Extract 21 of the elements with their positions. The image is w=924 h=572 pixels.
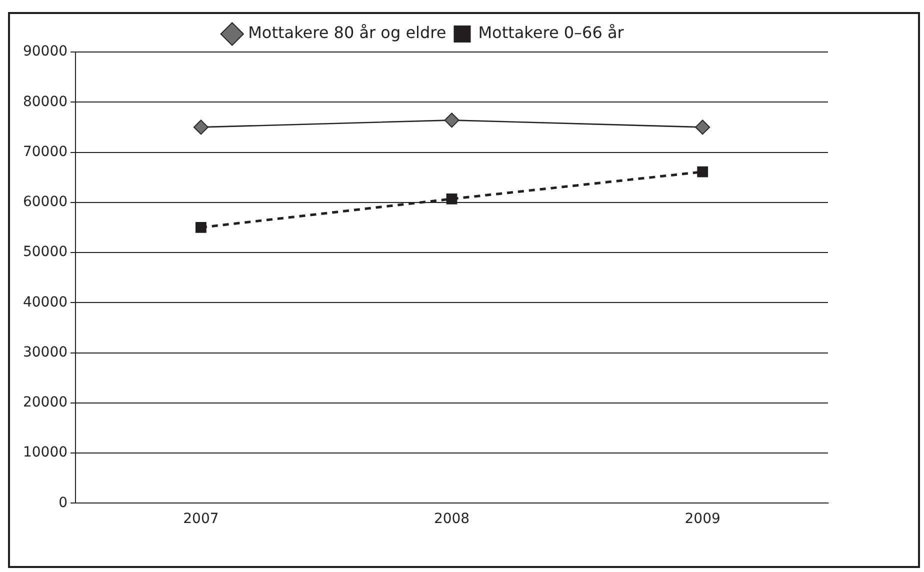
y-tick-label: 10000 (22, 444, 68, 461)
y-tick-label: 70000 (22, 144, 68, 160)
y-tick-label: 90000 (22, 44, 68, 60)
x-tick-label: 2008 (434, 511, 470, 528)
point (446, 193, 458, 204)
legend-label: Mottakere 0–66 år (478, 23, 624, 42)
y-tick-label: 50000 (22, 244, 68, 260)
y-tick-label: 60000 (22, 194, 68, 210)
y-tick-label: 30000 (22, 344, 68, 360)
point (193, 120, 208, 135)
y-tick-label: 0 (58, 494, 68, 511)
legend-label: Mottakere 80 år og eldre (248, 23, 446, 42)
point (444, 112, 460, 128)
point (195, 222, 206, 233)
y-tick-label: 80000 (22, 94, 68, 110)
y-tick-label: 20000 (22, 394, 68, 411)
x-tick-label: 2007 (183, 511, 219, 528)
point (697, 166, 708, 178)
x-tick-label: 2009 (684, 511, 720, 528)
y-tick-label: 40000 (22, 294, 68, 310)
point (695, 120, 710, 135)
